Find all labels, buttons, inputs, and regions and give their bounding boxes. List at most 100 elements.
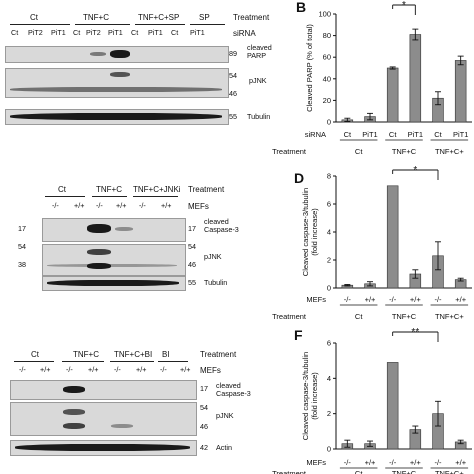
- group-label: Ct: [355, 147, 363, 156]
- y-tick-label: 60: [323, 53, 331, 62]
- mefs-lane: -/-: [114, 365, 121, 374]
- x-tick-label: -/-: [434, 295, 442, 304]
- blot-tubulin: [42, 276, 186, 291]
- y-axis-label: (fold increase): [310, 208, 319, 256]
- mefs-lane: +/+: [161, 201, 172, 210]
- mefs-lane: +/+: [116, 201, 127, 210]
- x-tick-label: +/+: [410, 295, 421, 304]
- x-tick-label: Ct: [389, 130, 397, 139]
- sirna-lane: PiT2: [86, 28, 101, 37]
- treatment-ct: Ct: [58, 185, 66, 194]
- row-label: siRNA: [305, 130, 326, 139]
- y-tick-label: 8: [327, 172, 331, 181]
- y-tick-label: 20: [323, 96, 331, 105]
- y-tick-label: 0: [327, 445, 331, 454]
- x-tick-label: -/-: [344, 295, 352, 304]
- x-tick-label: +/+: [455, 295, 466, 304]
- treatment-tnfc: TNF+C: [73, 350, 99, 359]
- y-tick-label: 2: [327, 256, 331, 265]
- sirna-lane: PiT1: [148, 28, 163, 37]
- blot-pjnk: [10, 402, 197, 436]
- treatment-ct: Ct: [31, 350, 39, 359]
- y-tick-label: 4: [327, 228, 331, 237]
- x-tick-label: +/+: [365, 458, 376, 467]
- row-label: MEFs: [306, 295, 326, 304]
- blot-tubulin: [5, 109, 229, 125]
- bar: [386, 362, 399, 450]
- label-cleaved-caspase-3: cleaved Caspase-3: [216, 381, 251, 398]
- group-label: TNF+C: [392, 469, 417, 474]
- mw-left-54: 54: [18, 242, 26, 251]
- blot-pjnk: [42, 244, 186, 276]
- mefs-lane: +/+: [180, 365, 191, 374]
- blot-cleaved-caspase-3: [42, 218, 186, 242]
- sirna-lane: Ct: [131, 28, 139, 37]
- y-tick-label: 0: [327, 118, 331, 127]
- mw-left-17: 17: [18, 224, 26, 233]
- panel-letter-f: F: [294, 327, 303, 343]
- significance-marker: *: [413, 165, 417, 176]
- treatment-bi: BI: [162, 350, 170, 359]
- label-tubulin: Tubulin: [247, 112, 271, 121]
- y-tick-label: 6: [327, 339, 331, 348]
- bar: [386, 185, 399, 289]
- significance-marker: *: [402, 0, 406, 11]
- y-tick-label: 100: [318, 10, 331, 19]
- sirna-lane: Ct: [73, 28, 81, 37]
- mefs-lane: -/-: [160, 365, 167, 374]
- sirna-lane: PiT2: [28, 28, 43, 37]
- label-cleaved-caspase-3: cleaved Caspase-3: [204, 217, 239, 234]
- x-tick-label: -/-: [389, 458, 397, 467]
- blot-actin: [10, 440, 197, 456]
- blot-pjnk: [5, 68, 229, 98]
- group-label: TNF+C+: [435, 469, 464, 474]
- row-label: MEFs: [306, 458, 326, 467]
- blot-cleaved-caspase-3: [10, 380, 197, 400]
- sirna-lane: PiT1: [190, 28, 205, 37]
- panel-letter-d: D: [294, 170, 305, 186]
- mefs-label: MEFs: [200, 366, 221, 375]
- sirna-lane: PiT1: [108, 28, 123, 37]
- x-tick-label: -/-: [344, 458, 352, 467]
- y-tick-label: 4: [327, 374, 331, 383]
- x-tick-label: PiT1: [408, 130, 423, 139]
- mw-right-46: 46: [200, 422, 208, 431]
- panel-letter-b: B: [296, 0, 307, 15]
- x-tick-label: +/+: [455, 458, 466, 467]
- row-label: Treatment: [272, 469, 307, 474]
- mefs-lane: -/-: [139, 201, 146, 210]
- x-tick-label: -/-: [389, 295, 397, 304]
- row-label: Treatment: [272, 312, 307, 321]
- group-label: TNF+C: [392, 312, 417, 321]
- bar: [454, 60, 467, 123]
- y-tick-label: 2: [327, 409, 331, 418]
- bar: [409, 34, 422, 123]
- group-label: TNF+C+: [435, 147, 464, 156]
- y-tick-label: 6: [327, 200, 331, 209]
- sirna-lane: Ct: [171, 28, 179, 37]
- label-pjnk: pJNK: [216, 411, 234, 420]
- row-label: Treatment: [272, 147, 307, 156]
- treatment-tnfc-jnki: TNF+C+JNKi: [133, 185, 181, 194]
- x-tick-label: Ct: [434, 130, 442, 139]
- blot-cleaved-parp: [5, 46, 229, 63]
- y-tick-label: 40: [323, 74, 331, 83]
- label-cleaved-parp: cleaved PARP: [247, 43, 272, 60]
- mefs-lane: -/-: [96, 201, 103, 210]
- mw-right-17: 17: [200, 384, 208, 393]
- x-tick-label: PiT1: [453, 130, 468, 139]
- y-axis-label: Cleaved caspase-3/tubulin: [301, 188, 310, 276]
- significance-marker: **: [411, 327, 419, 338]
- treatment-label: Treatment: [200, 350, 237, 359]
- sirna-lane: Ct: [11, 28, 19, 37]
- x-tick-label: PiT1: [362, 130, 377, 139]
- label-tubulin: Tubulin: [204, 278, 228, 287]
- y-tick-label: 80: [323, 31, 331, 40]
- mw-right-42: 42: [200, 443, 208, 452]
- y-axis-label: (fold increase): [310, 372, 319, 420]
- mefs-label: MEFs: [188, 202, 209, 211]
- sirna-lane: PiT1: [51, 28, 66, 37]
- mw-right-54: 54: [188, 242, 196, 251]
- mw-89: 89: [229, 49, 237, 58]
